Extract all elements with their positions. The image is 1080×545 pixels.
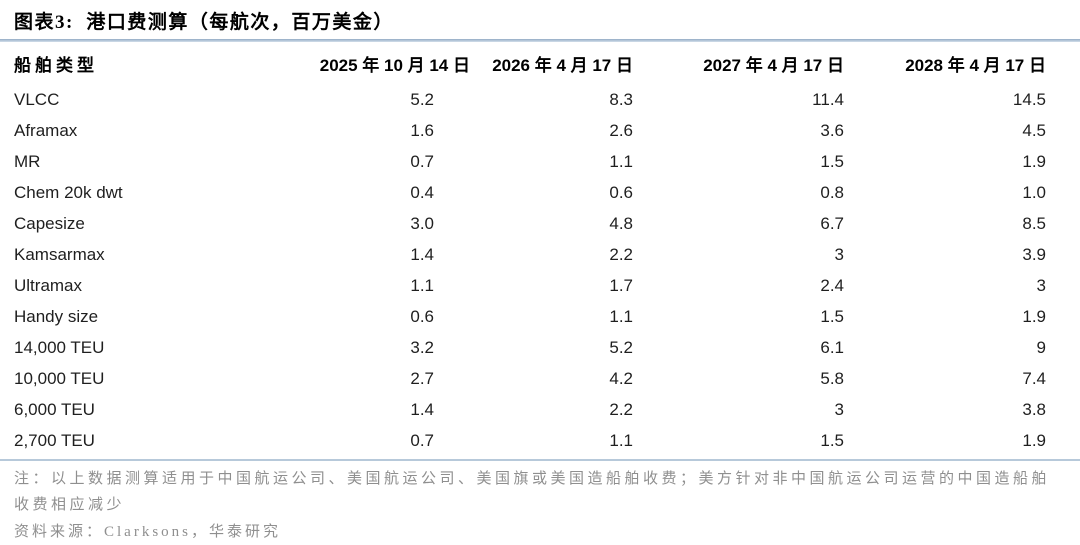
- table-row: 2,700 TEU 0.7 1.1 1.5 1.9: [0, 425, 1080, 456]
- ship-type-cell: Handy size: [14, 307, 99, 326]
- fee-value-cell: 3.9: [1022, 245, 1046, 264]
- ship-type-cell: Ultramax: [14, 276, 83, 295]
- fee-value-cell: 1.5: [820, 431, 844, 450]
- table-row: Capesize 3.0 4.8 6.7 8.5: [0, 208, 1080, 239]
- fee-value-cell: 1.5: [820, 152, 844, 171]
- fee-value-cell: 0.6: [609, 183, 633, 202]
- table-header-row: 船舶类型 2025 年 10 月 14 日 2026 年 4 月 17 日 20…: [0, 42, 1080, 84]
- ship-type-cell: Aframax: [14, 121, 78, 140]
- fee-value-cell: 1.9: [1022, 152, 1046, 171]
- fee-value-cell: 5.8: [820, 369, 844, 388]
- fee-value-cell: 1.6: [410, 121, 434, 140]
- fee-value-cell: 5.2: [609, 338, 633, 357]
- fee-value-cell: 3: [834, 400, 844, 419]
- ship-type-cell: MR: [14, 152, 41, 171]
- fee-value-cell: 4.2: [609, 369, 633, 388]
- col-header-ship-type: 船舶类型: [14, 56, 98, 75]
- table-row: Ultramax 1.1 1.7 2.4 3: [0, 270, 1080, 301]
- fee-value-cell: 1.4: [410, 400, 434, 419]
- fee-value-cell: 4.5: [1022, 121, 1046, 140]
- table-row: 14,000 TEU 3.2 5.2 6.1 9: [0, 332, 1080, 363]
- fee-value-cell: 3.8: [1022, 400, 1046, 419]
- table-bottom-border: [0, 459, 1080, 461]
- fee-value-cell: 0.7: [410, 152, 434, 171]
- fee-value-cell: 9: [1036, 338, 1046, 357]
- col-header-2028-04-17: 2028 年 4 月 17 日: [905, 56, 1046, 75]
- footnote-text: 注：以上数据测算适用于中国航运公司、美国航运公司、美国旗或美国造船舶收费；美方针…: [14, 471, 1051, 513]
- col-header-2027-04-17: 2027 年 4 月 17 日: [703, 56, 844, 75]
- fee-value-cell: 7.4: [1022, 369, 1046, 388]
- fee-value-cell: 3: [1036, 276, 1046, 295]
- table-row: Chem 20k dwt 0.4 0.6 0.8 1.0: [0, 177, 1080, 208]
- fee-value-cell: 11.4: [812, 90, 844, 109]
- fee-value-cell: 0.4: [410, 183, 434, 202]
- fee-value-cell: 3.6: [820, 121, 844, 140]
- table-row: Kamsarmax 1.4 2.2 3 3.9: [0, 239, 1080, 270]
- fee-value-cell: 1.1: [609, 307, 633, 326]
- fee-value-cell: 1.9: [1022, 431, 1046, 450]
- fee-value-cell: 8.3: [609, 90, 633, 109]
- fee-value-cell: 2.6: [609, 121, 633, 140]
- fee-value-cell: 8.5: [1022, 214, 1046, 233]
- fee-value-cell: 1.1: [609, 152, 633, 171]
- ship-type-cell: Kamsarmax: [14, 245, 105, 264]
- fee-value-cell: 1.1: [609, 431, 633, 450]
- ship-type-cell: 14,000 TEU: [14, 338, 105, 357]
- ship-type-cell: VLCC: [14, 90, 60, 109]
- table-body: VLCC 5.2 8.3 11.4 14.5 Aframax 1.6 2.6 3.6 4.5 MR 0…: [0, 84, 1080, 456]
- fee-value-cell: 0.7: [410, 431, 434, 450]
- fee-value-cell: 6.1: [820, 338, 844, 357]
- port-fee-table: 船舶类型 2025 年 10 月 14 日 2026 年 4 月 17 日 20…: [0, 42, 1080, 456]
- fee-value-cell: 14.5: [1012, 90, 1046, 109]
- table-row: MR 0.7 1.1 1.5 1.9: [0, 146, 1080, 177]
- ship-type-cell: 2,700 TEU: [14, 431, 95, 450]
- fee-value-cell: 6.7: [820, 214, 844, 233]
- ship-type-cell: 10,000 TEU: [14, 369, 105, 388]
- fee-value-cell: 5.2: [410, 90, 434, 109]
- table-row: Aframax 1.6 2.6 3.6 4.5: [0, 115, 1080, 146]
- ship-type-cell: 6,000 TEU: [14, 400, 95, 419]
- fee-value-cell: 1.9: [1022, 307, 1046, 326]
- col-header-2026-04-17: 2026 年 4 月 17 日: [492, 56, 633, 75]
- fee-value-cell: 0.8: [820, 183, 844, 202]
- ship-type-cell: Capesize: [14, 214, 85, 233]
- fee-value-cell: 2.2: [609, 400, 633, 419]
- table-row: 6,000 TEU 1.4 2.2 3 3.8: [0, 394, 1080, 425]
- fee-value-cell: 2.7: [410, 369, 434, 388]
- figure-title: 图表3: 港口费测算（每航次，百万美金）: [14, 12, 394, 33]
- title-divider-line: [0, 39, 1080, 42]
- table-row: Handy size 0.6 1.1 1.5 1.9: [0, 301, 1080, 332]
- fee-value-cell: 3: [834, 245, 844, 264]
- fee-value-cell: 1.0: [1022, 183, 1046, 202]
- fee-value-cell: 3.0: [410, 214, 434, 233]
- source-line: 资料来源：Clarksons，华泰研究: [14, 524, 282, 540]
- fee-value-cell: 2.4: [820, 276, 844, 295]
- fee-value-cell: 2.2: [609, 245, 633, 264]
- fee-value-cell: 1.7: [609, 276, 633, 295]
- fee-value-cell: 0.6: [410, 307, 434, 326]
- fee-value-cell: 4.8: [609, 214, 633, 233]
- fee-value-cell: 1.1: [410, 276, 434, 295]
- table-row: 10,000 TEU 2.7 4.2 5.8 7.4: [0, 363, 1080, 394]
- fee-value-cell: 1.5: [820, 307, 844, 326]
- table-row: VLCC 5.2 8.3 11.4 14.5: [0, 84, 1080, 115]
- ship-type-cell: Chem 20k dwt: [14, 183, 123, 202]
- fee-value-cell: 1.4: [410, 245, 434, 264]
- fee-value-cell: 3.2: [410, 338, 434, 357]
- col-header-2025-10-14: 2025 年 10 月 14 日: [319, 56, 470, 75]
